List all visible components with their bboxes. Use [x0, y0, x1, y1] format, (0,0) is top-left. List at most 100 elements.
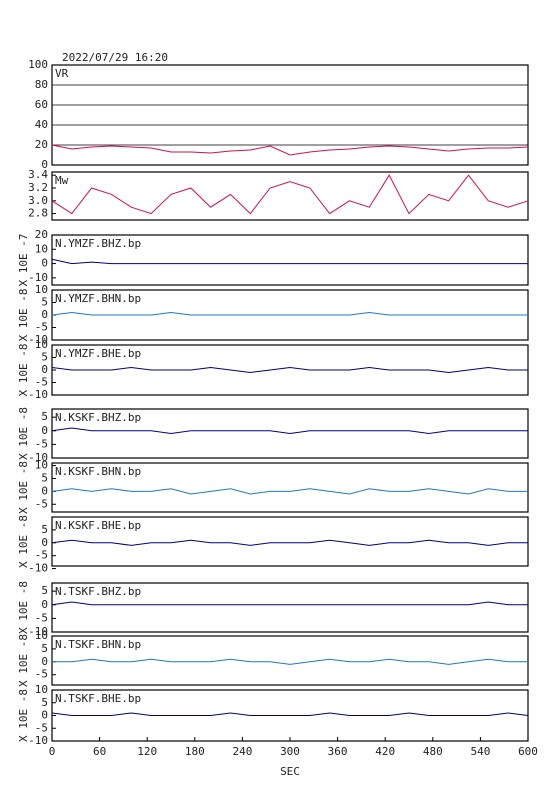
panel-frame [51, 408, 529, 459]
panel-label: N.TSKF.BHZ.bp [55, 585, 141, 598]
data-line [51, 712, 529, 716]
data-line [51, 258, 528, 265]
data-line [51, 174, 529, 215]
y-axis-label: X 10E -8 [17, 581, 30, 634]
y-tick-label: 10 [35, 242, 48, 255]
y-tick-label: 3.0 [28, 194, 48, 207]
y-tick-label: -10 [28, 388, 48, 401]
y-tick-label: 10 [35, 629, 48, 642]
data-line [51, 601, 528, 606]
y-tick-label: 0 [41, 598, 48, 611]
data-line [51, 366, 528, 374]
y-axis-label: X 10E -8 [17, 407, 30, 460]
y-tick-label: 10 [35, 459, 48, 472]
panel-label: VR [55, 67, 69, 80]
y-tick-label: 3.2 [28, 181, 48, 194]
y-tick-label: -10 [28, 562, 48, 575]
y-tick-label: 100 [28, 58, 48, 71]
y-tick-label: 5 [41, 410, 48, 423]
y-axis-label: X 10E -8 [17, 344, 30, 397]
y-tick-label: 5 [41, 471, 48, 484]
y-tick-label: -10 [28, 734, 48, 747]
y-tick-label: -5 [35, 549, 48, 562]
y-tick-label: 0 [41, 308, 48, 321]
y-tick-label: 5 [41, 642, 48, 655]
x-tick-label: 180 [185, 745, 205, 758]
y-tick-label: 0 [41, 257, 48, 270]
panel-label: N.TSKF.BHN.bp [55, 638, 141, 651]
panel-label: N.KSKF.BHE.bp [55, 519, 141, 532]
page-title: 2022/07/29 16:20 [62, 51, 168, 64]
y-tick-label: 0 [41, 363, 48, 376]
panel-frame [51, 582, 529, 633]
y-axis-label: X 10E -7 [17, 234, 30, 287]
y-tick-label: 20 [35, 228, 48, 241]
y-tick-label: 0 [41, 536, 48, 549]
data-line [51, 311, 528, 316]
y-tick-label: 20 [35, 138, 48, 151]
y-tick-label: -10 [28, 333, 48, 346]
y-tick-label: 5 [41, 584, 48, 597]
x-tick-label: 60 [93, 745, 106, 758]
y-tick-label: 0 [41, 655, 48, 668]
y-tick-label: 10 [35, 338, 48, 351]
panel-frame [51, 516, 529, 567]
panel-frame [51, 462, 529, 513]
y-axis-label: X 10E -8 [17, 689, 30, 742]
x-tick-label: 240 [232, 745, 252, 758]
panel-label: Mw [55, 174, 69, 187]
y-tick-label: -10 [28, 625, 48, 638]
y-tick-label: 0 [41, 484, 48, 497]
x-tick-label: 540 [470, 745, 490, 758]
x-tick-label: 420 [375, 745, 395, 758]
panel-label: N.KSKF.BHN.bp [55, 465, 141, 478]
data-line [51, 539, 528, 546]
y-tick-label: -10 [28, 271, 48, 284]
y-tick-label: -5 [35, 721, 48, 734]
data-line [51, 488, 528, 495]
x-tick-label: 0 [49, 745, 56, 758]
panel-label: N.KSKF.BHZ.bp [55, 411, 141, 424]
y-tick-label: 5 [41, 296, 48, 309]
y-tick-label: 10 [35, 683, 48, 696]
y-tick-label: 0 [41, 158, 48, 171]
y-tick-label: 3.4 [28, 168, 48, 181]
y-tick-label: 5 [41, 351, 48, 364]
y-tick-label: 0 [41, 709, 48, 722]
y-tick-label: 60 [35, 98, 48, 111]
panel-frame [51, 171, 529, 221]
y-tick-label: -10 [28, 451, 48, 464]
y-axis-label: X 10E -8 [17, 515, 30, 568]
x-tick-label: 120 [137, 745, 157, 758]
y-tick-label: -5 [35, 611, 48, 624]
y-tick-label: 5 [41, 523, 48, 536]
y-tick-label: -5 [35, 437, 48, 450]
y-axis-label: X 10E -8 [17, 634, 30, 687]
y-tick-label: 10 [35, 283, 48, 296]
y-tick-label: -5 [35, 321, 48, 334]
y-tick-label: -5 [35, 376, 48, 389]
x-tick-label: 300 [280, 745, 300, 758]
panel-label: N.TSKF.BHE.bp [55, 692, 141, 705]
data-line [51, 427, 528, 435]
x-tick-label: 600 [518, 745, 538, 758]
panel-label: N.YMZF.BHZ.bp [55, 237, 141, 250]
panel-frame [51, 635, 529, 686]
panel-label: N.YMZF.BHN.bp [55, 292, 141, 305]
panel-frame [51, 234, 529, 286]
data-line [51, 144, 529, 156]
y-tick-label: -5 [35, 668, 48, 681]
x-axis-label: SEC [280, 765, 300, 778]
y-tick-label: 5 [41, 696, 48, 709]
panel-label: N.YMZF.BHE.bp [55, 347, 141, 360]
y-axis-label: X 10E -8 [17, 289, 30, 342]
data-line [52, 658, 528, 665]
x-tick-label: 360 [328, 745, 348, 758]
y-tick-label: 40 [35, 118, 48, 131]
y-tick-label: 2.8 [28, 207, 48, 220]
y-tick-label: 0 [41, 424, 48, 437]
y-tick-label: 80 [35, 78, 48, 91]
y-tick-label: -5 [35, 497, 48, 510]
y-axis-label: X 10E -8 [17, 461, 30, 514]
